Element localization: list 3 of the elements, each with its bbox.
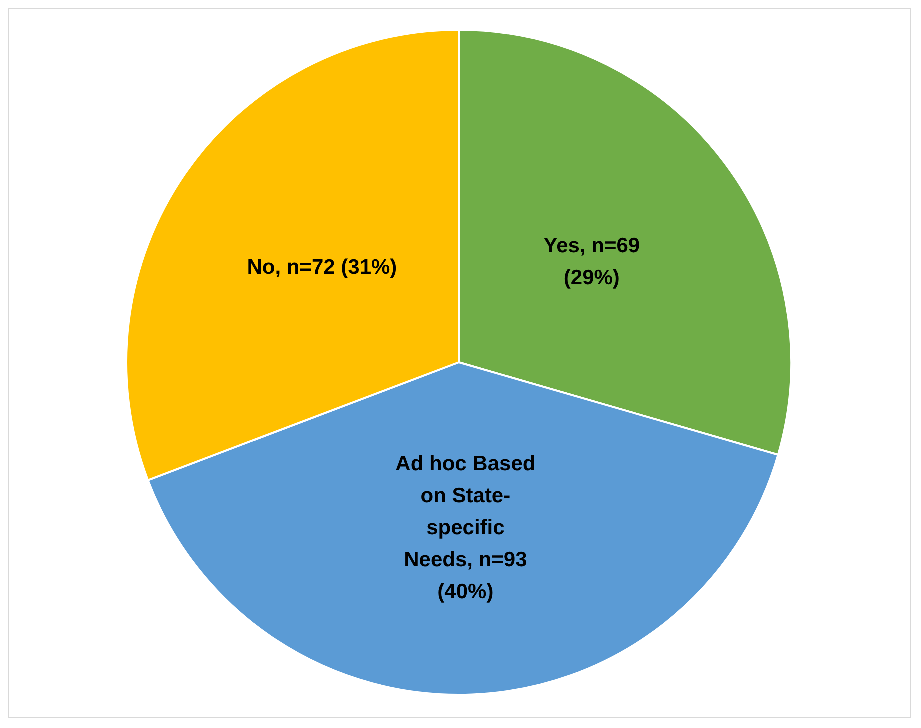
slice-label: Yes, n=69 (29%) xyxy=(544,234,640,290)
slice-label: Ad hoc Based on State-specific Needs, n=93 (40%) xyxy=(396,452,536,604)
slice-label: No, n=72 (31%) xyxy=(247,256,398,279)
